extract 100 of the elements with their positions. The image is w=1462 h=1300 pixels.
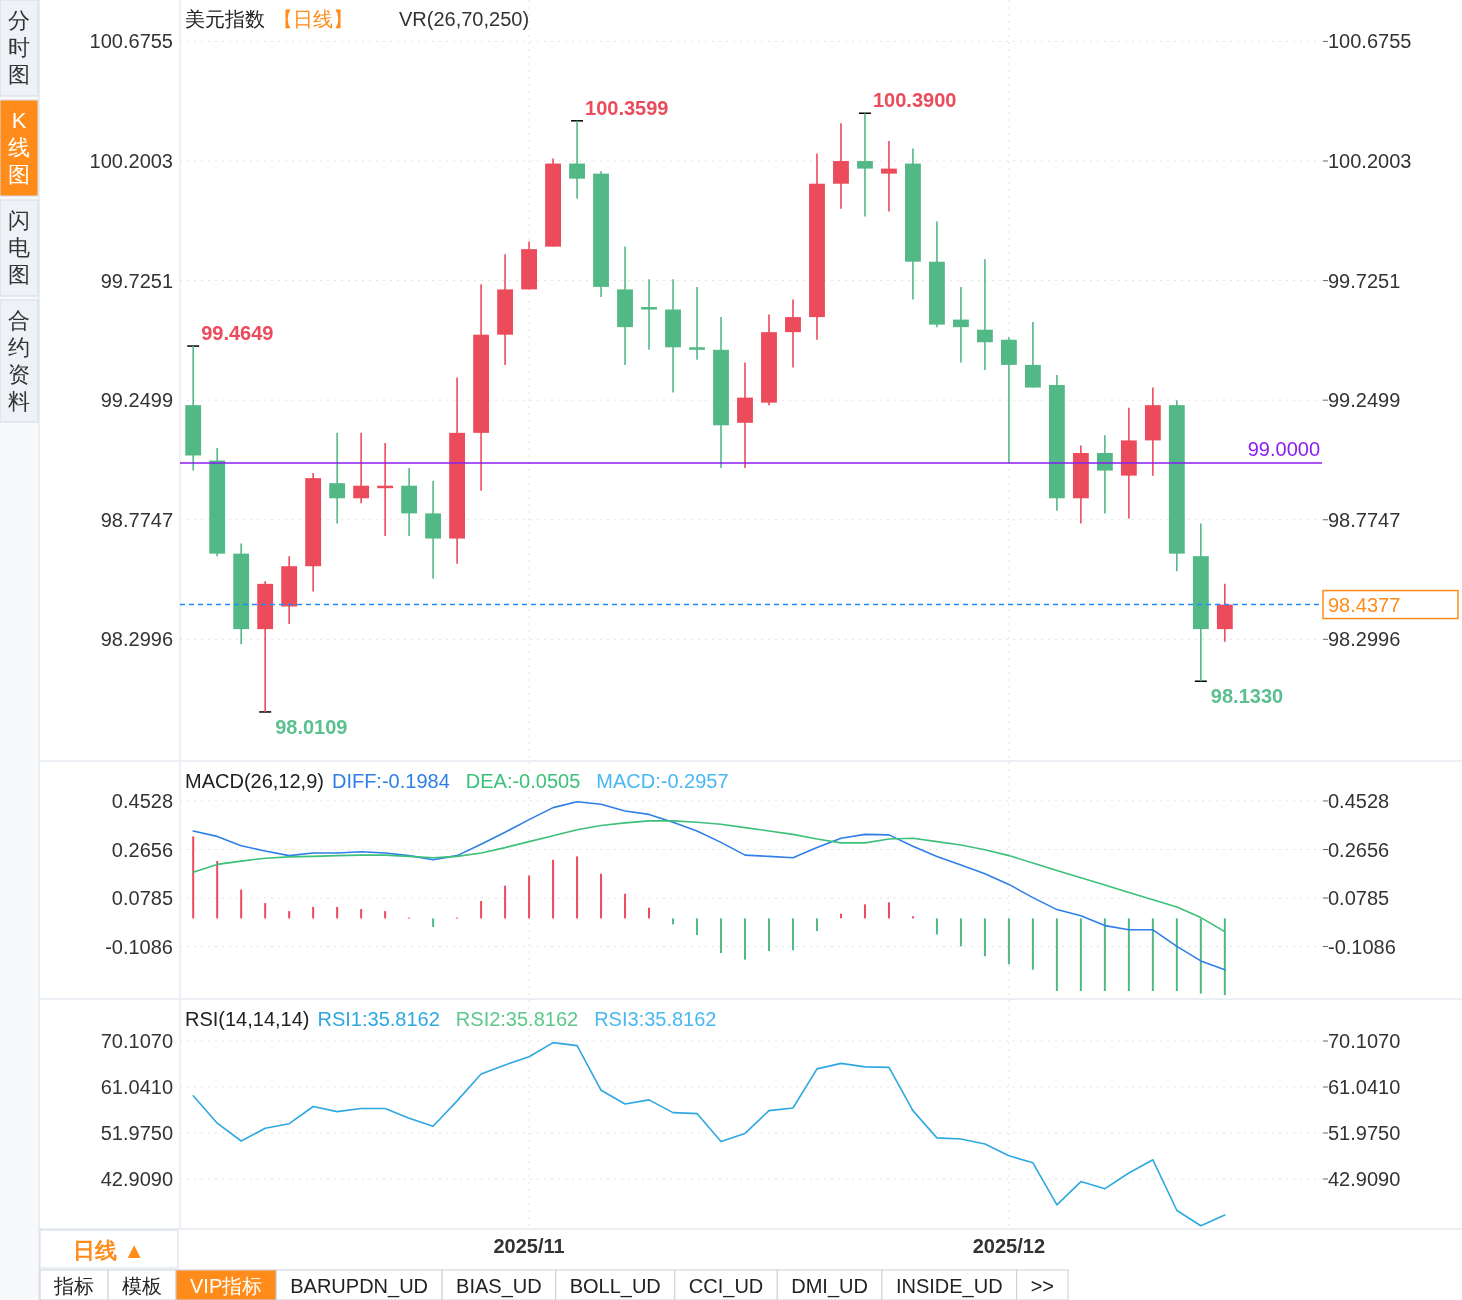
bar	[192, 836, 195, 919]
candlestick	[785, 298, 801, 369]
text: VIP指标	[190, 1275, 263, 1297]
text: 日线 ▲	[73, 1238, 145, 1263]
y2-tick-label: 100.6755	[1328, 30, 1412, 53]
text: INSIDE_UD	[895, 1275, 1003, 1298]
text: 闪电图	[8, 208, 30, 287]
text: BIAS_UD	[456, 1275, 542, 1298]
annotation: 【日线】	[273, 8, 353, 30]
annotation: RSI2:35.8162	[455, 1008, 579, 1030]
y2-tick-label: 0.0785	[1328, 887, 1390, 910]
candlestick	[1024, 321, 1041, 389]
y-tick-label: 98.2996	[100, 628, 173, 651]
bar	[360, 909, 363, 919]
y2-tick-label: 61.0410	[1328, 1076, 1401, 1098]
candlestick	[641, 278, 657, 351]
y2-tick-label: 70.1070	[1328, 1030, 1401, 1053]
text: 99.4649	[201, 322, 274, 345]
bar	[1223, 918, 1226, 996]
text: 指标	[53, 1275, 94, 1297]
text: BARUPDN_UD	[290, 1275, 429, 1298]
text: >>	[1030, 1275, 1054, 1297]
text: 98.1330	[1210, 685, 1284, 708]
bar	[720, 918, 723, 954]
y2-tick-label: 98.2996	[1328, 628, 1401, 651]
text: DMI_UD	[791, 1275, 868, 1298]
bar	[552, 859, 555, 919]
bar	[504, 885, 507, 919]
y2-tick-label: 100.2003	[1328, 149, 1412, 172]
ref-line-label: 99.0000	[1247, 438, 1320, 461]
bar	[432, 918, 435, 927]
y-tick-label: 61.0410	[100, 1076, 173, 1098]
text: DIFF:-0.1984	[331, 770, 450, 792]
y2-tick-label: 98.7747	[1328, 508, 1401, 531]
bar	[1031, 918, 1034, 970]
y2-tick-label: -0.1086	[1328, 935, 1396, 958]
candlestick	[953, 286, 969, 364]
y-tick-label: 0.2656	[111, 838, 173, 861]
annotation: MACD:-0.2957	[596, 770, 729, 792]
text: BOLL_UD	[569, 1275, 661, 1298]
bar	[1127, 918, 1130, 991]
x-tick-label: 2025/11	[493, 1235, 565, 1257]
bar	[336, 906, 339, 919]
y-tick-label: 100.6755	[89, 30, 173, 53]
bar	[887, 902, 890, 919]
y-tick-label: 51.9750	[100, 1122, 173, 1144]
text: K线图	[8, 108, 30, 187]
text: RSI1:35.8162	[317, 1008, 440, 1030]
chart-title: 美元指数	[185, 8, 265, 30]
bar	[480, 901, 483, 919]
y-tick-label: 100.2003	[89, 149, 173, 172]
bar	[1079, 918, 1082, 991]
bar	[216, 861, 219, 919]
bar	[1199, 918, 1202, 994]
bar	[240, 889, 243, 919]
bar	[384, 911, 387, 919]
candlestick	[857, 112, 873, 218]
bar	[672, 918, 675, 925]
y-tick-label: 42.9090	[100, 1168, 173, 1190]
text: 模板	[122, 1275, 162, 1297]
bar	[1175, 918, 1178, 991]
bar	[696, 918, 699, 935]
candlestick	[881, 140, 897, 213]
chart-title: RSI(14,14,14)	[185, 1008, 310, 1030]
bar	[935, 918, 938, 935]
y-tick-label: 99.2499	[100, 389, 173, 412]
bar	[815, 918, 818, 932]
bar	[1103, 918, 1106, 991]
bar	[983, 918, 986, 957]
line-series	[192, 800, 1226, 971]
bar	[911, 916, 914, 919]
bar	[600, 873, 603, 919]
y-tick-label: -0.1086	[105, 935, 173, 958]
y2-tick-label: 42.9090	[1328, 1168, 1401, 1190]
bar	[264, 903, 267, 919]
candlestick	[1096, 434, 1113, 515]
text: CCI_UD	[688, 1275, 764, 1298]
candlestick	[329, 432, 346, 525]
line-series	[192, 820, 1226, 933]
series-label: DEA:-0.0505	[465, 770, 581, 792]
text: 98.0109	[275, 715, 348, 738]
bar	[576, 856, 579, 919]
bar	[1151, 918, 1154, 991]
y2-tick-label: 0.2656	[1328, 838, 1390, 861]
candlestick	[977, 258, 993, 371]
y2-tick-label: 99.2499	[1328, 389, 1401, 412]
text: 100.3599	[585, 96, 669, 119]
bar	[312, 906, 315, 919]
bar	[959, 918, 962, 947]
bar	[648, 907, 651, 919]
chart-title: MACD(26,12,9)	[185, 770, 324, 792]
bar	[791, 918, 794, 951]
y-tick-label: 0.0785	[111, 887, 173, 910]
y-tick-label: 98.7747	[100, 508, 173, 531]
y2-tick-label: 51.9750	[1328, 1122, 1401, 1144]
x-tick-label: 2025/12	[972, 1235, 1046, 1257]
text: 100.3900	[872, 89, 957, 112]
bar	[767, 918, 770, 952]
text: 分时图	[8, 8, 30, 87]
candlestick	[833, 122, 849, 210]
